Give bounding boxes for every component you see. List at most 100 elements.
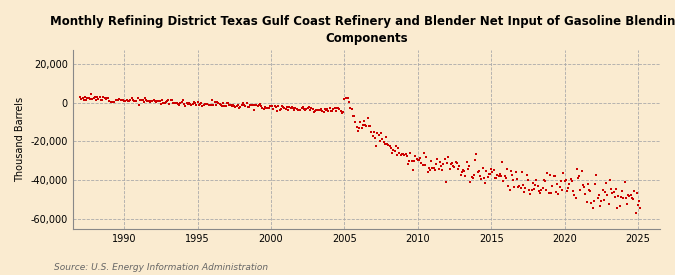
Point bbox=[447, 160, 458, 165]
Point bbox=[539, 179, 550, 183]
Point bbox=[372, 131, 383, 135]
Point bbox=[367, 134, 378, 139]
Point bbox=[186, 103, 197, 107]
Point bbox=[509, 185, 520, 189]
Point bbox=[108, 100, 119, 104]
Point bbox=[485, 172, 495, 176]
Point bbox=[155, 99, 165, 103]
Point bbox=[93, 97, 104, 101]
Point bbox=[548, 174, 559, 179]
Point bbox=[446, 161, 456, 166]
Point bbox=[230, 105, 241, 109]
Point bbox=[348, 114, 358, 118]
Point bbox=[408, 159, 419, 164]
Point bbox=[542, 171, 553, 175]
Point bbox=[382, 142, 393, 146]
Point bbox=[169, 100, 180, 105]
Point bbox=[329, 105, 340, 110]
Point bbox=[603, 202, 614, 206]
Point bbox=[102, 96, 113, 100]
Point bbox=[461, 160, 472, 164]
Point bbox=[467, 176, 478, 180]
Point bbox=[493, 174, 504, 178]
Point bbox=[522, 177, 533, 182]
Point bbox=[610, 195, 620, 199]
Point bbox=[432, 157, 443, 162]
Point bbox=[412, 158, 423, 163]
Point bbox=[512, 176, 522, 181]
Point bbox=[175, 101, 186, 105]
Point bbox=[99, 96, 110, 100]
Point bbox=[280, 107, 291, 111]
Point bbox=[475, 174, 485, 178]
Point bbox=[454, 164, 465, 168]
Point bbox=[275, 107, 286, 111]
Point bbox=[536, 187, 547, 192]
Point bbox=[178, 98, 188, 102]
Point bbox=[271, 104, 281, 109]
Point bbox=[126, 96, 137, 101]
Point bbox=[375, 139, 385, 144]
Point bbox=[408, 168, 418, 172]
Point bbox=[354, 126, 364, 131]
Point bbox=[362, 116, 373, 120]
Point bbox=[433, 167, 444, 171]
Point bbox=[98, 95, 109, 100]
Point bbox=[254, 102, 265, 107]
Point bbox=[321, 108, 331, 112]
Point bbox=[613, 194, 624, 198]
Point bbox=[268, 106, 279, 111]
Point bbox=[80, 95, 90, 99]
Point bbox=[286, 105, 297, 109]
Point bbox=[221, 101, 232, 105]
Point bbox=[560, 178, 571, 182]
Point bbox=[110, 98, 121, 103]
Point bbox=[265, 104, 275, 109]
Point bbox=[398, 152, 408, 156]
Point bbox=[468, 172, 479, 177]
Point bbox=[138, 100, 149, 104]
Point bbox=[143, 99, 154, 103]
Point bbox=[337, 111, 348, 116]
Point bbox=[415, 155, 426, 160]
Point bbox=[213, 101, 224, 105]
Point bbox=[625, 193, 636, 197]
Point bbox=[444, 167, 455, 171]
Point bbox=[104, 98, 115, 103]
Point bbox=[173, 102, 184, 106]
Point bbox=[192, 100, 203, 104]
Point bbox=[344, 99, 354, 104]
Y-axis label: Thousand Barrels: Thousand Barrels bbox=[15, 97, 25, 182]
Point bbox=[292, 108, 303, 112]
Point bbox=[396, 153, 406, 158]
Point bbox=[238, 101, 248, 106]
Point bbox=[389, 149, 400, 153]
Point bbox=[259, 107, 269, 111]
Point bbox=[414, 158, 425, 162]
Point bbox=[572, 176, 583, 181]
Point bbox=[288, 106, 298, 110]
Point bbox=[90, 98, 101, 102]
Point bbox=[334, 107, 345, 111]
Point bbox=[327, 109, 338, 114]
Point bbox=[342, 96, 352, 100]
Point bbox=[246, 102, 256, 107]
Point bbox=[411, 157, 422, 161]
Point bbox=[483, 171, 494, 176]
Point bbox=[437, 167, 448, 172]
Point bbox=[460, 174, 471, 179]
Point bbox=[115, 98, 126, 103]
Point bbox=[596, 199, 607, 204]
Point bbox=[575, 188, 586, 192]
Point bbox=[482, 175, 493, 179]
Point bbox=[533, 183, 543, 188]
Point bbox=[301, 107, 312, 111]
Point bbox=[491, 176, 502, 180]
Point bbox=[134, 103, 144, 107]
Point bbox=[515, 186, 526, 190]
Point bbox=[140, 96, 151, 100]
Point bbox=[506, 173, 517, 177]
Point bbox=[620, 195, 631, 200]
Point bbox=[259, 104, 270, 109]
Point bbox=[339, 97, 350, 102]
